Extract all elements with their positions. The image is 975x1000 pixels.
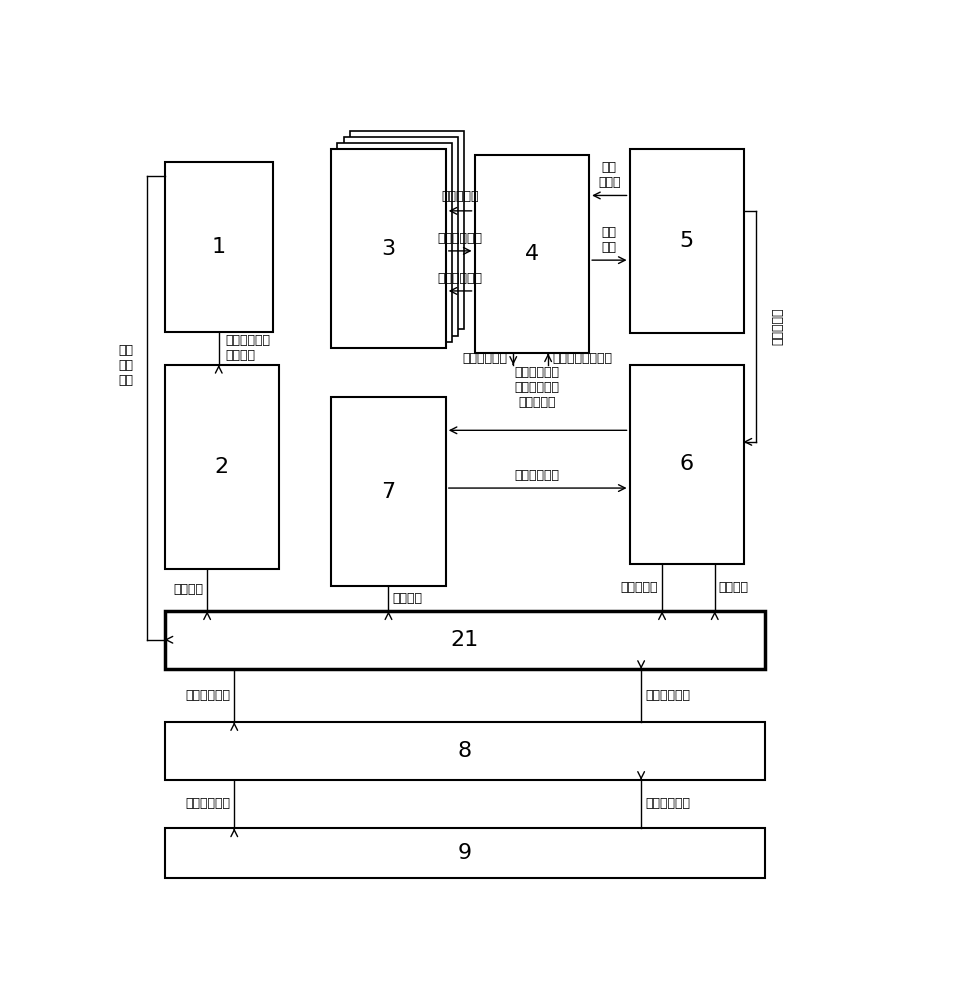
Text: 进路执行状态: 进路执行状态: [645, 689, 690, 702]
Text: 进路申请信息: 进路申请信息: [437, 232, 483, 245]
Text: 8: 8: [457, 741, 472, 761]
Text: 进路申请反馈: 进路申请反馈: [437, 272, 483, 285]
Bar: [332, 397, 446, 586]
Bar: [165, 722, 765, 780]
Bar: [630, 365, 744, 564]
Text: 4: 4: [525, 244, 539, 264]
Text: 继电状态采集: 继电状态采集: [645, 797, 690, 810]
Text: 进路序列指令: 进路序列指令: [185, 689, 230, 702]
Text: 进路执行: 进路执行: [174, 583, 203, 596]
Bar: [165, 611, 765, 669]
Text: 7: 7: [381, 482, 396, 502]
Text: 6: 6: [680, 454, 694, 474]
Text: 21: 21: [450, 630, 479, 650]
Text: 调车进路申请信息: 调车进路申请信息: [552, 352, 612, 365]
Text: 列车
调整
计划: 列车 调整 计划: [119, 344, 134, 387]
Text: 调车作业单: 调车作业单: [771, 308, 784, 345]
Text: 备选进路: 备选进路: [719, 581, 749, 594]
Text: 调车作业单: 调车作业单: [441, 190, 479, 203]
Text: 9: 9: [457, 843, 472, 863]
Text: 5: 5: [680, 231, 694, 251]
Bar: [165, 365, 279, 569]
Bar: [165, 828, 765, 878]
Bar: [337, 143, 452, 342]
Bar: [350, 131, 464, 329]
Bar: [165, 162, 273, 332]
Bar: [630, 149, 744, 333]
Text: 执行反馈: 执行反馈: [392, 592, 422, 605]
Text: 2: 2: [214, 457, 229, 477]
Text: 作业
反馈: 作业 反馈: [602, 226, 617, 254]
Bar: [475, 155, 589, 353]
Text: 3: 3: [381, 239, 396, 259]
Text: 可执行进路: 可执行进路: [621, 581, 658, 594]
Bar: [343, 137, 458, 336]
Text: 进路执行反馈: 进路执行反馈: [462, 352, 507, 365]
Text: 1: 1: [212, 237, 226, 257]
Text: 继电操作输出: 继电操作输出: [185, 797, 230, 810]
Text: 进路执行反馈: 进路执行反馈: [515, 469, 560, 482]
Bar: [332, 149, 446, 348]
Text: 进路申请信息
、备选进路、
可执行进路: 进路申请信息 、备选进路、 可执行进路: [515, 366, 560, 409]
Text: 列车调整计划
调度命令: 列车调整计划 调度命令: [225, 334, 270, 362]
Text: 调车
作业单: 调车 作业单: [598, 161, 621, 189]
